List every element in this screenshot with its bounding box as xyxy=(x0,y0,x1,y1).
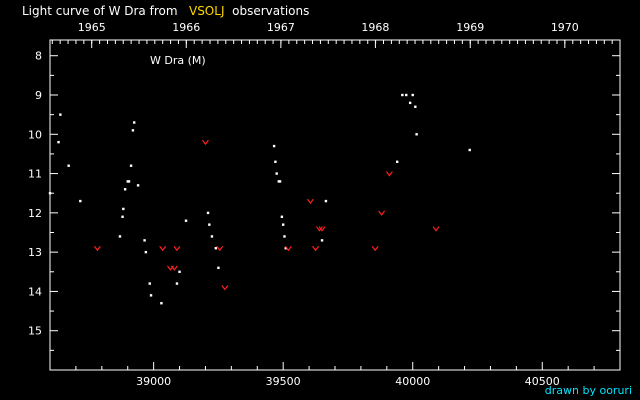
credit-text: drawn by ooruri xyxy=(544,384,632,397)
observation-point xyxy=(210,235,214,238)
x-tick-label: 40000 xyxy=(395,375,430,388)
fainter-than-mark xyxy=(159,245,167,252)
y-tick-label: 12 xyxy=(28,207,42,220)
observation-point xyxy=(284,247,287,250)
observation-point xyxy=(275,172,278,175)
fainter-than-mark xyxy=(93,245,101,252)
y-tick-label: 15 xyxy=(28,325,42,338)
title-prefix: Light curve of W Dra from xyxy=(22,4,178,18)
y-tick-label: 9 xyxy=(35,89,42,102)
observation-point xyxy=(67,164,70,167)
y-tick-label: 14 xyxy=(28,285,42,298)
observation-point xyxy=(184,219,188,222)
observation-point xyxy=(143,239,146,242)
observation-point xyxy=(206,211,210,215)
observation-point xyxy=(175,282,179,285)
observation-point xyxy=(148,282,151,285)
fainter-than-mark xyxy=(371,245,379,252)
year-tick-label: 1966 xyxy=(172,21,200,34)
observation-point xyxy=(468,148,471,152)
observation-point xyxy=(79,199,82,203)
year-tick-label: 1970 xyxy=(551,21,579,34)
observation-point xyxy=(123,188,127,191)
year-tick-label: 1965 xyxy=(78,21,106,34)
observation-point xyxy=(208,223,211,226)
observation-point xyxy=(118,235,122,238)
x-tick-label: 40500 xyxy=(525,375,560,388)
y-tick-label: 8 xyxy=(35,50,42,63)
observation-point xyxy=(408,101,412,105)
observation-point xyxy=(178,270,181,273)
observation-point xyxy=(320,239,324,242)
chart-title: Light curve of W Dra from VSOLJ observat… xyxy=(22,4,309,18)
observation-point xyxy=(280,215,284,218)
observation-point xyxy=(136,184,140,187)
observation-point xyxy=(272,144,276,148)
observation-point xyxy=(131,129,135,132)
observation-point xyxy=(415,133,418,136)
fainter-than-mark xyxy=(173,245,181,252)
observation-point xyxy=(214,247,218,250)
fainter-than-mark xyxy=(221,285,229,291)
year-tick-label: 1967 xyxy=(267,21,295,34)
observation-point xyxy=(129,164,133,167)
observation-point xyxy=(126,180,129,183)
observation-point xyxy=(274,160,277,163)
observation-point xyxy=(281,223,285,226)
fainter-than-mark xyxy=(284,245,292,252)
observation-point xyxy=(217,266,220,270)
observation-point xyxy=(395,160,399,163)
fainter-than-mark xyxy=(432,226,440,232)
title-suffix: observations xyxy=(232,4,310,18)
observation-point xyxy=(121,215,124,218)
fainter-than-mark xyxy=(306,198,314,205)
observation-point xyxy=(127,180,131,183)
observation-point xyxy=(324,199,328,203)
fainter-than-mark xyxy=(318,226,326,232)
year-tick-label: 1969 xyxy=(456,21,484,34)
observation-point xyxy=(401,93,404,97)
y-tick-label: 11 xyxy=(28,168,42,181)
x-tick-label: 39000 xyxy=(136,375,171,388)
observation-point xyxy=(277,180,280,183)
observation-point xyxy=(59,113,62,116)
year-tick-label: 1968 xyxy=(361,21,389,34)
y-tick-label: 10 xyxy=(28,128,42,141)
fainter-than-mark xyxy=(170,265,178,271)
observation-point xyxy=(48,192,52,195)
observation-point xyxy=(144,250,148,254)
fainter-than-mark xyxy=(312,245,320,252)
observation-point xyxy=(122,207,125,211)
observation-point xyxy=(283,235,286,238)
source-name: VSOLJ xyxy=(188,4,225,18)
observation-point xyxy=(405,93,408,97)
x-tick-label: 39500 xyxy=(266,375,301,388)
fainter-than-mark xyxy=(385,171,393,177)
star-label: W Dra (M) xyxy=(150,54,206,67)
observation-point xyxy=(149,294,153,297)
fainter-than-mark xyxy=(315,226,323,232)
observation-point xyxy=(57,140,60,144)
observation-point xyxy=(414,105,417,108)
observation-point xyxy=(133,121,136,124)
observation-point xyxy=(411,93,414,97)
fainter-than-mark xyxy=(201,139,209,146)
observation-point xyxy=(160,302,163,305)
y-tick-label: 13 xyxy=(28,246,42,259)
plot-frame xyxy=(49,39,621,371)
fainter-than-mark xyxy=(216,245,224,252)
observation-point xyxy=(278,180,282,183)
fainter-than-mark xyxy=(378,210,386,216)
